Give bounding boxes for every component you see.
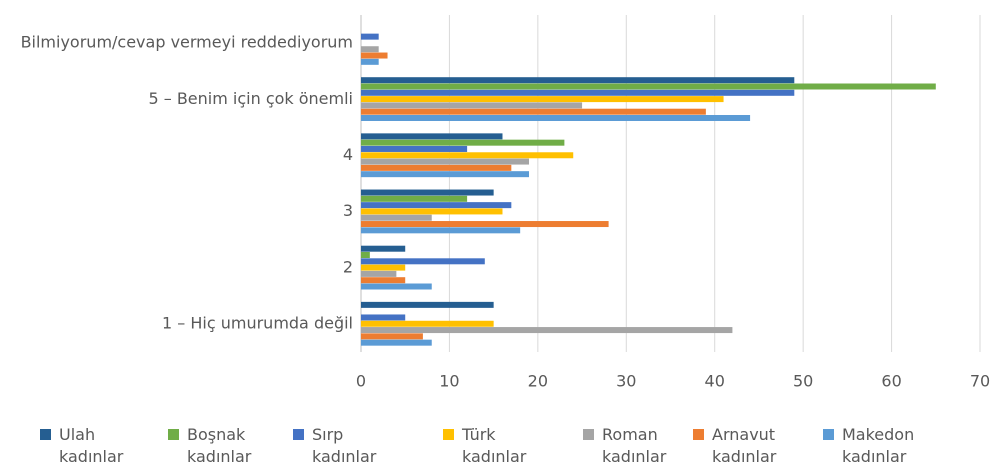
- bar: [361, 314, 406, 321]
- bar: [361, 195, 468, 202]
- y-tick-label: 2: [343, 257, 353, 276]
- bar: [361, 264, 406, 271]
- bar: [361, 46, 379, 53]
- x-tick-label: 30: [616, 372, 636, 391]
- bar: [361, 139, 565, 146]
- bar: [361, 77, 795, 84]
- bar: [361, 252, 370, 258]
- legend-item: Makedon kadınlar: [823, 424, 922, 468]
- y-tick-label: 1 – Hiç umurumda değil: [162, 313, 353, 332]
- bar: [361, 245, 406, 252]
- bar: [361, 189, 494, 196]
- legend-label: Sırp kadınlar: [312, 425, 377, 466]
- legend-swatch: [693, 429, 704, 440]
- bar: [361, 145, 468, 152]
- x-tick-label: 20: [528, 372, 548, 391]
- bar: [361, 96, 724, 103]
- bar: [361, 270, 397, 277]
- legend-item: Roman kadınlar: [583, 424, 682, 468]
- y-tick-label: 3: [343, 201, 353, 220]
- bar: [361, 89, 795, 96]
- bar: [361, 108, 706, 115]
- legend-label: Türk kadınlar: [462, 425, 527, 466]
- bar: [361, 258, 485, 265]
- legend-label: Ulah kadınlar: [59, 425, 124, 466]
- legend-item: Ulah kadınlar: [40, 424, 139, 468]
- legend-item: Sırp kadınlar: [293, 424, 392, 468]
- legend-swatch: [823, 429, 834, 440]
- legend-item: Türk kadınlar: [443, 424, 542, 468]
- bar: [361, 52, 388, 59]
- legend-label: Arnavut kadınlar: [712, 425, 777, 466]
- legend-swatch: [443, 429, 454, 440]
- bar: [361, 283, 432, 290]
- bar: [361, 339, 432, 346]
- y-tick-label: Bilmiyorum/cevap vermeyi reddediyorum: [21, 33, 353, 52]
- bar: [361, 301, 494, 308]
- y-tick-label: 5 – Benim için çok önemli: [148, 89, 353, 108]
- bar: [361, 320, 494, 327]
- legend-label: Roman kadınlar: [602, 425, 667, 466]
- bar: [361, 171, 530, 178]
- bar: [361, 277, 406, 284]
- legend-swatch: [168, 429, 179, 440]
- y-tick-label: 4: [343, 145, 353, 164]
- legend-label: Boşnak kadınlar: [187, 425, 252, 466]
- bar: [361, 202, 512, 209]
- bar: [361, 115, 751, 121]
- bar: [361, 333, 423, 340]
- x-tick-label: 60: [881, 372, 901, 391]
- x-tick-label: 10: [439, 372, 459, 391]
- legend-label: Makedon kadınlar: [842, 425, 915, 466]
- x-tick-label: 50: [793, 372, 813, 391]
- bar: [361, 58, 379, 65]
- legend-swatch: [40, 429, 51, 440]
- legend-item: Boşnak kadınlar: [168, 424, 267, 468]
- bar: [361, 83, 936, 90]
- bar: [361, 327, 733, 334]
- x-tick-label: 40: [705, 372, 725, 391]
- bar: [361, 33, 379, 40]
- bar: [361, 214, 432, 221]
- bar: [361, 227, 521, 234]
- bar: [361, 221, 609, 228]
- bar: [361, 208, 503, 215]
- legend: Ulah kadınlar Boşnak kadınlar Sırp kadınla…: [0, 424, 996, 473]
- legend-swatch: [293, 429, 304, 440]
- bar: [361, 164, 512, 171]
- bar: [361, 102, 583, 109]
- legend-item: Arnavut kadınlar: [693, 424, 792, 468]
- x-tick-label: 0: [356, 372, 366, 391]
- bar: [361, 152, 574, 159]
- plot: 0 10 20 30 40 50 60 70 Bilmiyorum/cevap vermeyi …: [21, 15, 990, 391]
- x-tick-label: 70: [970, 372, 990, 391]
- bar: [361, 133, 503, 140]
- legend-swatch: [583, 429, 594, 440]
- bar: [361, 158, 530, 165]
